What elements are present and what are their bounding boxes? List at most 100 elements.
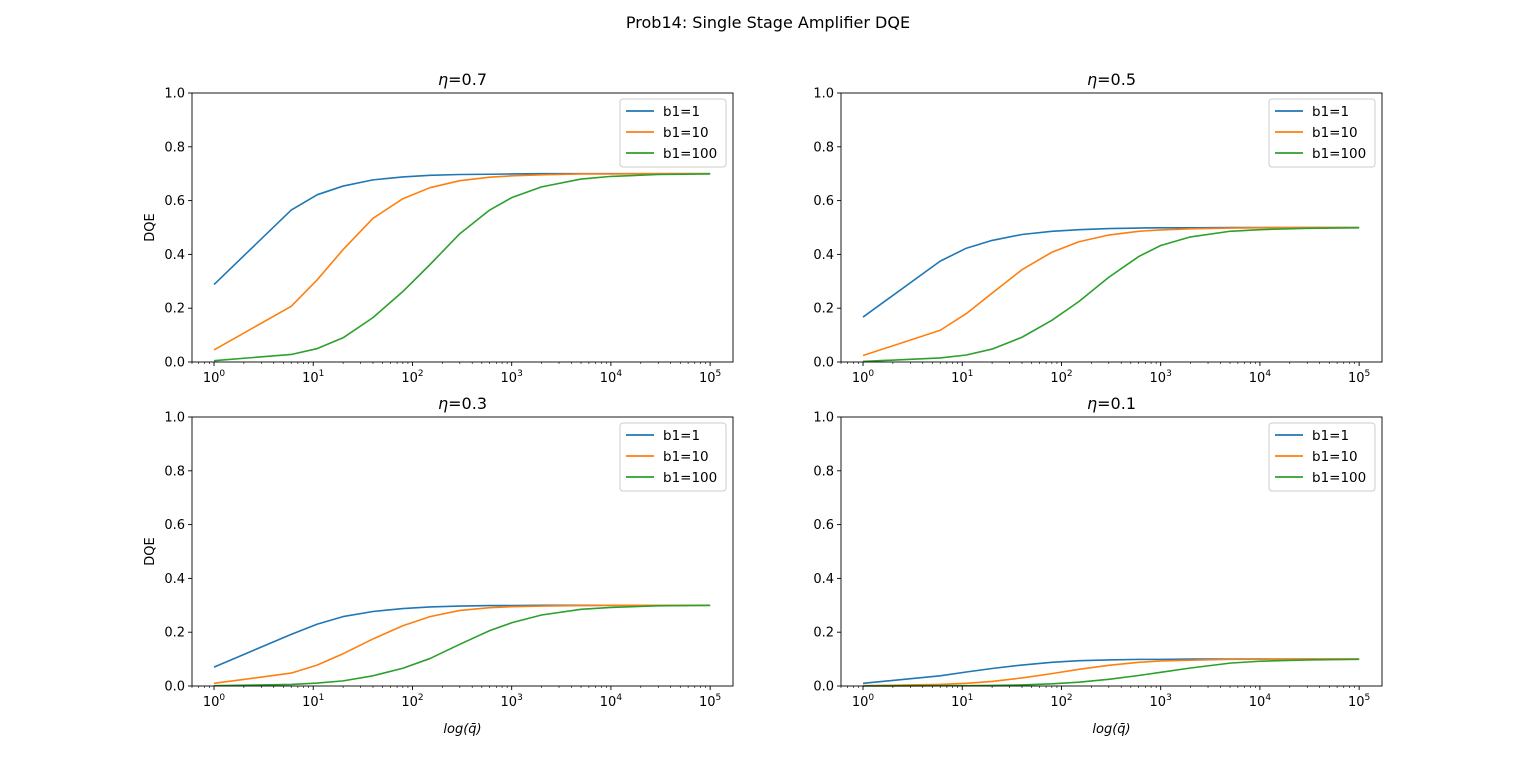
x-tick-base: 10	[1050, 371, 1067, 386]
x-tick-base: 10	[600, 371, 617, 386]
figure-suptitle: Prob14: Single Stage Amplifier DQE	[626, 13, 910, 32]
y-tick-label: 0.8	[164, 140, 185, 155]
subplot-title: η=0.3	[438, 394, 487, 413]
x-tick-label: 104	[1249, 369, 1272, 386]
x-tick-label: 100	[203, 693, 226, 710]
x-tick-exponent: 1	[319, 369, 325, 379]
legend-box	[619, 98, 727, 168]
x-tick-label: 105	[699, 693, 721, 710]
x-tick-exponent: 3	[1166, 693, 1172, 703]
x-tick-label: 103	[1150, 693, 1172, 710]
y-tick-label: 0.2	[164, 626, 185, 641]
title-value: =0.5	[1097, 70, 1136, 89]
x-tick-exponent: 2	[1067, 693, 1073, 703]
y-tick-label: 0.6	[813, 518, 834, 533]
x-tick-exponent: 1	[968, 693, 974, 703]
x-tick-exponent: 5	[716, 693, 722, 703]
x-tick-base: 10	[1050, 695, 1067, 710]
x-tick-label: 100	[852, 369, 875, 386]
x-tick-label: 102	[1050, 369, 1072, 386]
title-symbol: η	[438, 70, 448, 89]
x-tick-exponent: 2	[418, 369, 424, 379]
y-tick-label: 0.4	[813, 248, 834, 263]
x-tick-label: 105	[1348, 369, 1370, 386]
series-line-b1-100	[213, 604, 711, 687]
title-value: =0.3	[448, 394, 487, 413]
y-tick-label: 0.4	[813, 572, 834, 587]
x-tick-exponent: 5	[1365, 369, 1371, 379]
legend: b1=1 b1=10 b1=100	[1268, 422, 1376, 492]
legend-label: b1=100	[1312, 470, 1366, 486]
title-value: =0.7	[448, 70, 487, 89]
title-symbol: η	[1087, 70, 1097, 89]
x-tick-label: 101	[951, 369, 973, 386]
x-tick-exponent: 5	[1365, 693, 1371, 703]
y-tick-label: 0.0	[813, 356, 834, 371]
y-tick-label: 0.8	[813, 464, 834, 479]
y-axis-label: DQE	[143, 213, 158, 241]
axes-frame	[840, 92, 1383, 363]
legend-box	[1268, 98, 1376, 168]
x-tick-label: 103	[1150, 369, 1172, 386]
x-tick-label: 105	[1348, 693, 1370, 710]
y-tick-label: 0.8	[813, 140, 834, 155]
x-tick-exponent: 5	[716, 369, 722, 379]
legend-label: b1=1	[1312, 104, 1349, 120]
x-tick-exponent: 1	[968, 369, 974, 379]
x-tick-exponent: 4	[616, 369, 622, 379]
y-tick-label: 1.0	[813, 411, 834, 426]
x-tick-base: 10	[1150, 695, 1167, 710]
legend-label: b1=100	[1312, 146, 1366, 162]
axes-frame	[840, 416, 1383, 687]
y-tick-label: 0.2	[813, 302, 834, 317]
x-tick-base: 10	[1348, 695, 1365, 710]
y-tick-label: 0.8	[164, 464, 185, 479]
x-tick-base: 10	[852, 371, 869, 386]
x-tick-exponent: 0	[868, 369, 874, 379]
y-tick-label: 0.0	[164, 356, 185, 371]
legend-label: b1=10	[1312, 125, 1358, 141]
x-tick-base: 10	[699, 371, 716, 386]
y-tick-label: 0.6	[164, 194, 185, 209]
x-tick-exponent: 3	[517, 693, 523, 703]
x-tick-label: 100	[203, 369, 226, 386]
legend-label: b1=10	[663, 125, 709, 141]
axes-frame	[191, 416, 734, 687]
x-tick-base: 10	[302, 695, 319, 710]
x-tick-label: 100	[852, 693, 875, 710]
x-tick-base: 10	[1249, 695, 1266, 710]
legend: b1=1 b1=10 b1=100	[1268, 98, 1376, 168]
y-tick-label: 0.0	[813, 680, 834, 695]
x-axis-label: log(q̄)	[1092, 722, 1130, 737]
y-tick-label: 0.2	[164, 302, 185, 317]
x-tick-exponent: 3	[1166, 369, 1172, 379]
x-tick-exponent: 4	[616, 693, 622, 703]
title-symbol: η	[438, 394, 448, 413]
legend-label: b1=1	[663, 104, 700, 120]
legend: b1=1 b1=10 b1=100	[619, 98, 727, 168]
x-tick-base: 10	[203, 371, 220, 386]
x-tick-exponent: 2	[418, 693, 424, 703]
x-tick-base: 10	[501, 371, 518, 386]
x-tick-base: 10	[401, 695, 418, 710]
series-line-b1-10	[862, 226, 1360, 357]
series-line-b1-100	[213, 173, 711, 362]
subplot-title: η=0.5	[1087, 70, 1136, 89]
series-line-b1-10	[213, 604, 711, 685]
legend-label: b1=10	[663, 449, 709, 465]
x-tick-base: 10	[1150, 371, 1167, 386]
x-tick-exponent: 3	[517, 369, 523, 379]
x-tick-label: 104	[600, 693, 623, 710]
series-line-b1-10	[862, 658, 1360, 687]
y-tick-label: 0.2	[813, 626, 834, 641]
x-tick-base: 10	[951, 695, 968, 710]
x-tick-label: 101	[302, 369, 324, 386]
x-tick-exponent: 0	[219, 693, 225, 703]
x-tick-base: 10	[852, 695, 869, 710]
y-axis-label: DQE	[143, 537, 158, 565]
series-line-b1-10	[213, 172, 711, 351]
x-tick-base: 10	[600, 695, 617, 710]
